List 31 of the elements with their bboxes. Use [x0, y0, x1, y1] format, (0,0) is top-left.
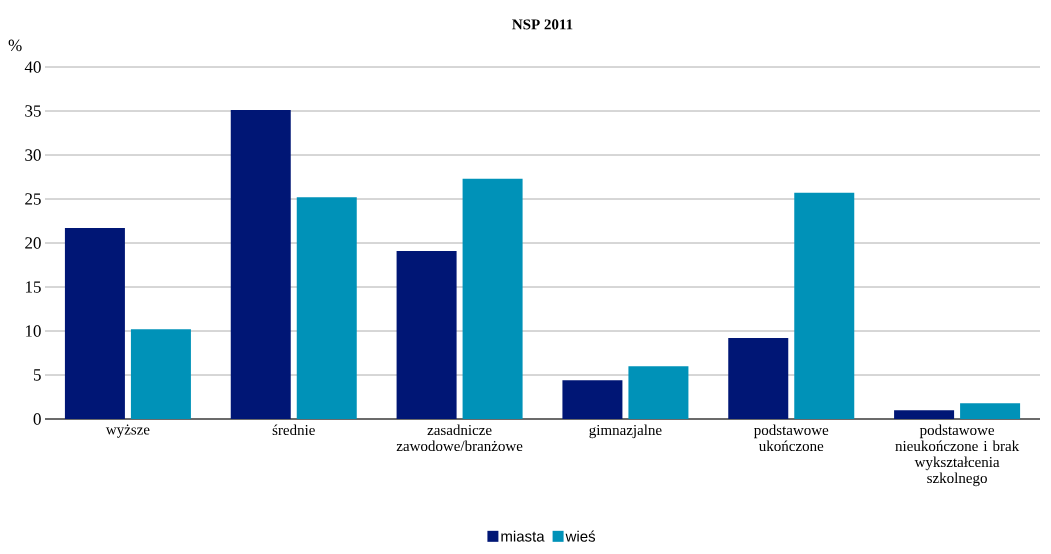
y-tick-label: 20	[25, 237, 41, 249]
y-tick-label: 0	[33, 413, 41, 425]
x-tick-label: gimnazjalne	[589, 424, 662, 439]
x-tick-label: średnie	[272, 424, 315, 436]
bar	[794, 192, 855, 419]
y-tick-label: 40	[24, 61, 41, 73]
bar	[462, 178, 523, 419]
bar	[894, 410, 955, 419]
bar	[960, 403, 1021, 419]
x-tick-label: podstawowe ukończone	[754, 424, 829, 452]
legend-label: wieś	[565, 530, 596, 542]
y-tick-label: 5	[33, 369, 41, 381]
bar	[130, 329, 191, 419]
y-tick-label: 25	[25, 193, 41, 205]
x-tick-label: wyższe	[105, 424, 150, 438]
bar	[396, 250, 457, 419]
y-tick-label: 30	[25, 149, 41, 161]
y-axis-title: %	[8, 39, 22, 52]
y-tick-label: 10	[25, 325, 41, 337]
bar	[628, 366, 689, 419]
bar	[296, 197, 357, 419]
bar	[728, 338, 789, 419]
bar	[230, 110, 291, 419]
x-tick-label: zasadnicze zawodowe/branżowe	[396, 424, 523, 452]
y-tick-label: 35	[25, 105, 41, 117]
bar	[562, 380, 623, 419]
y-tick-label: 15	[25, 281, 41, 293]
legend-label: miasta	[501, 530, 545, 542]
chart-title: NSP 2011	[512, 19, 573, 30]
x-tick-label: podstawowe nieukończone i brak wykształcenia szkolnego	[895, 424, 1020, 487]
bar	[64, 228, 125, 419]
